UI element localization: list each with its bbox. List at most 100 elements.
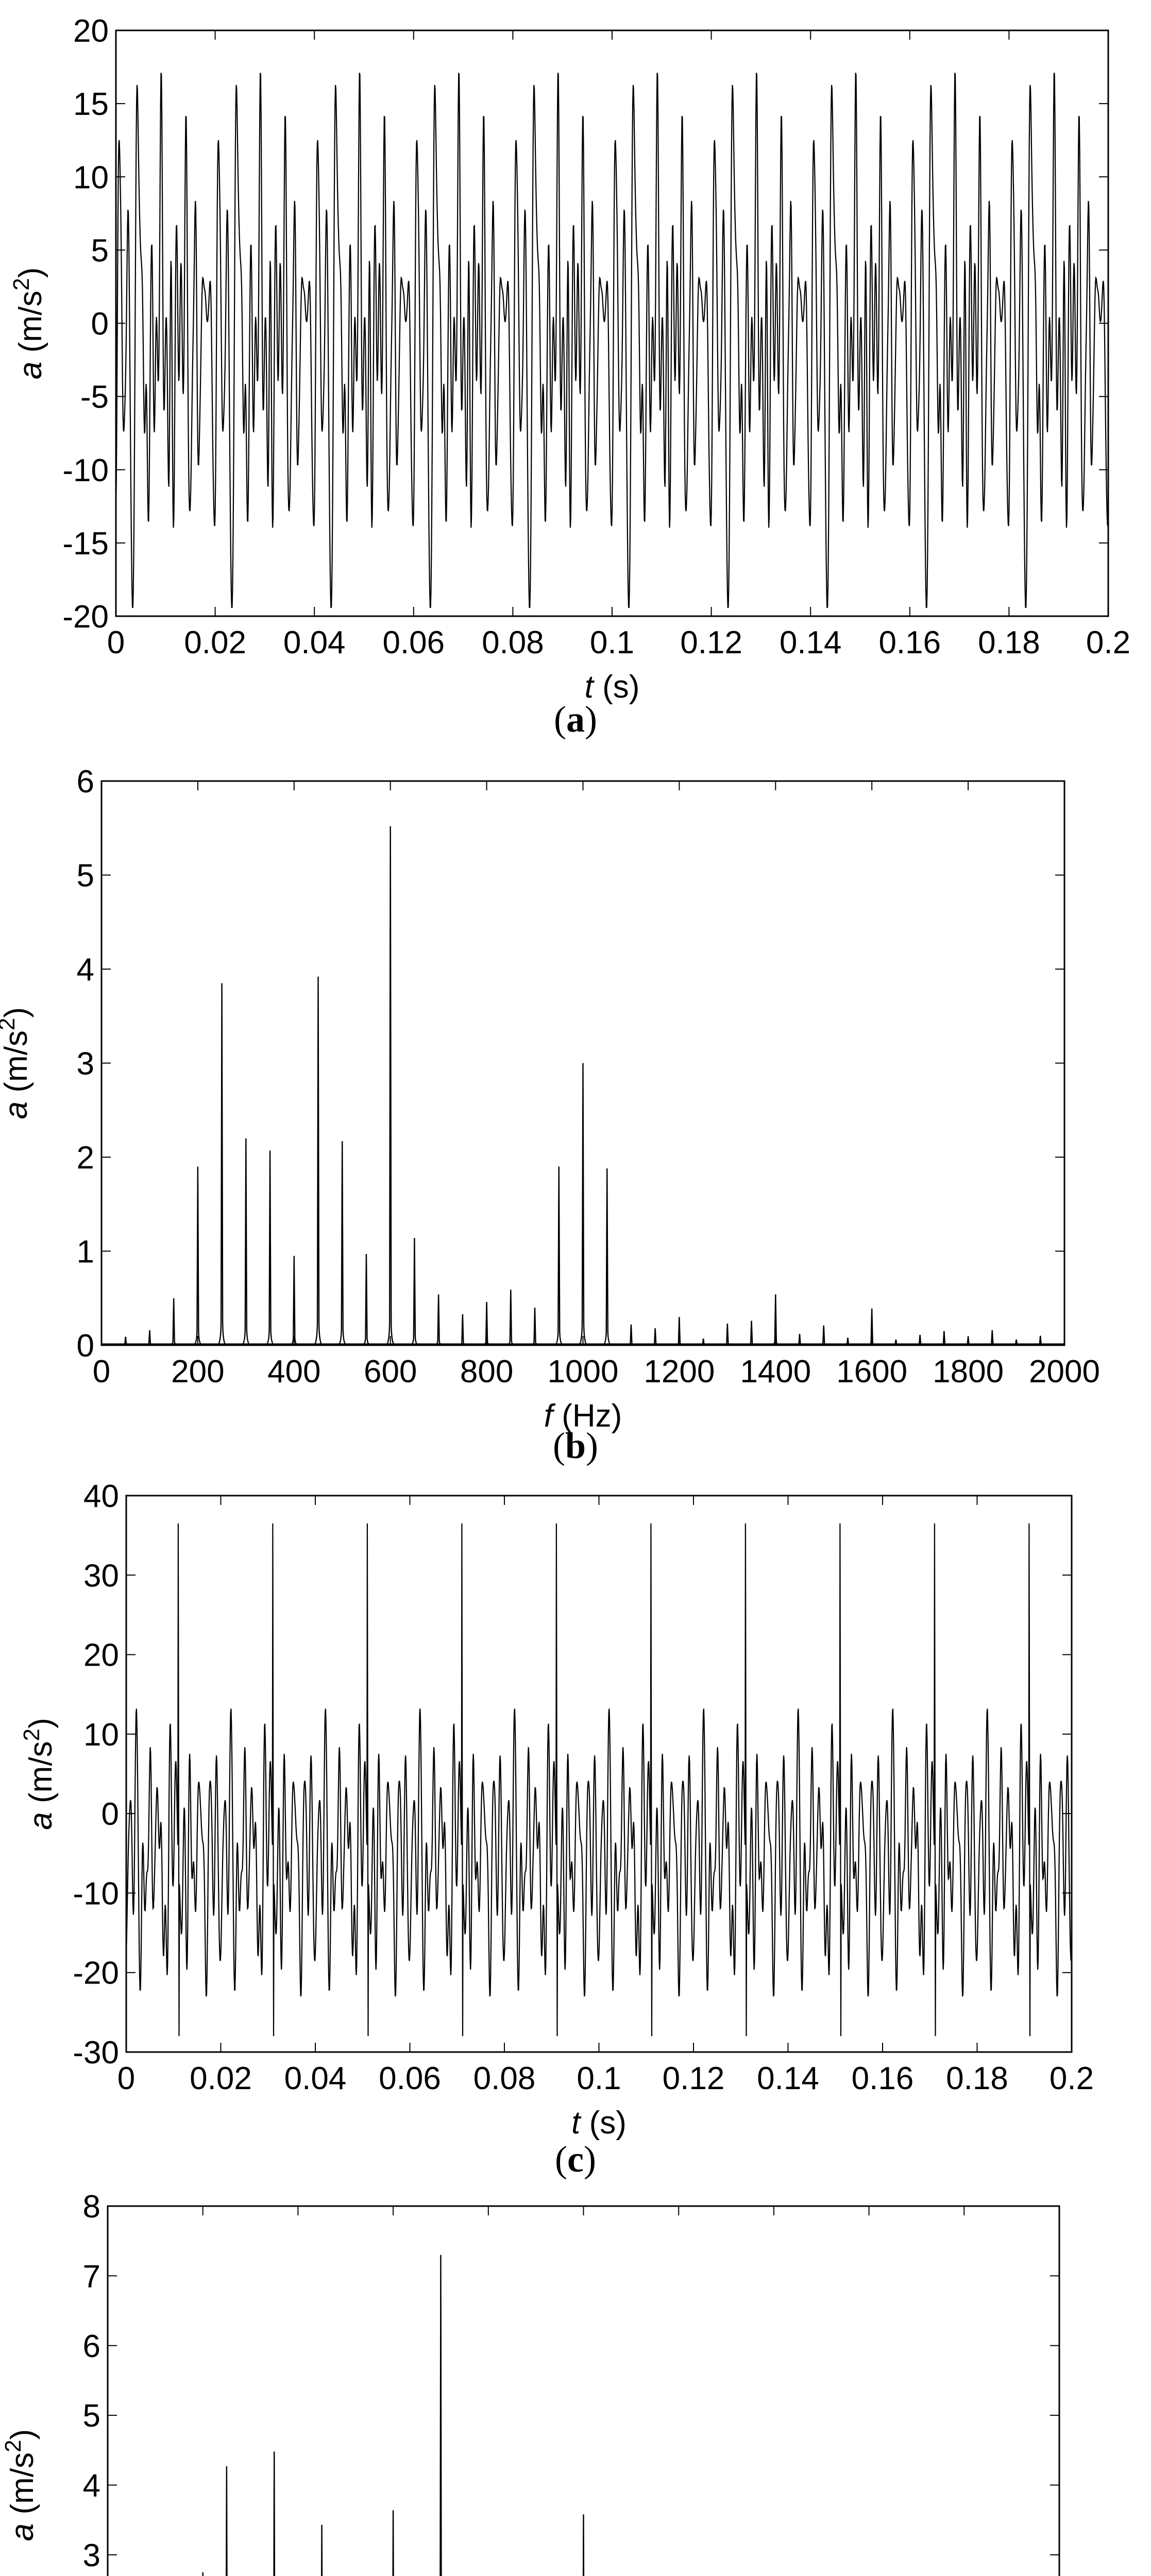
- chart-c-time-signal: 0 0.02 0.04 0.06 0.08 0.1 0.12 0.14 0.16 0.18 0.2 -…: [19, 1479, 1094, 2141]
- x-tick-label: 0.06: [382, 625, 445, 660]
- x-tick-label: 0.12: [663, 2061, 725, 2096]
- x-tick-label: 1600: [836, 1354, 907, 1389]
- y-tick-label: 6: [83, 2329, 100, 2364]
- signal-line: [125, 1523, 1073, 2037]
- x-tick-label: 0: [107, 625, 125, 660]
- y-tick-label: 5: [77, 858, 94, 894]
- spectral-peak: [939, 1331, 949, 1346]
- spectral-peak: [650, 1328, 660, 1346]
- y-tick-label: -5: [80, 380, 109, 415]
- x-tick-label: 400: [267, 1354, 320, 1389]
- y-tick-label: 10: [83, 1717, 119, 1753]
- x-tick-label: 0.06: [379, 2061, 441, 2096]
- y-tick-label: -30: [73, 2035, 119, 2071]
- spectral-peak: [747, 1320, 756, 1346]
- x-tick-label: 0.04: [284, 2061, 347, 2096]
- x-tick-label: 0.12: [680, 625, 742, 660]
- x-tick-label: 0.18: [978, 625, 1040, 660]
- y-tick-label: 20: [83, 1638, 119, 1673]
- y-tick-label: 8: [83, 2189, 100, 2225]
- spectral-peak: [843, 1337, 853, 1346]
- spectral-peak: [313, 976, 323, 1346]
- chart-b-spectrum: 0 200 400 600 800 1000 1200 1400 1600 1800 2000 0 1 2…: [0, 764, 1100, 1434]
- spectral-peak: [241, 1138, 251, 1346]
- x-tick-label: 0.14: [780, 625, 842, 660]
- panel-a: 0 0.02 0.04 0.06 0.08 0.1 0.12 0.14 0.16 0.18 0.2 -…: [0, 0, 1151, 721]
- y-tick-label: 4: [83, 2468, 100, 2504]
- x-tick-label: 0.14: [757, 2061, 819, 2096]
- y-tick-label: 7: [83, 2259, 100, 2294]
- x-tick-label: 0.02: [190, 2061, 252, 2096]
- spectral-peak: [392, 2510, 394, 2576]
- x-axis-label: t (s): [571, 2105, 627, 2141]
- caption-c: (c): [555, 2139, 596, 2180]
- axes: 0 0.02 0.04 0.06 0.08 0.1 0.12 0.14 0.16 0.18 0.2 -…: [9, 13, 1130, 705]
- spectral-peak: [626, 1324, 636, 1346]
- x-tick-label: 2000: [1029, 1354, 1100, 1389]
- y-tick-label: 20: [73, 13, 109, 49]
- panel-c: 0 0.02 0.04 0.06 0.08 0.1 0.12 0.14 0.16 0.18 0.2 -…: [19, 1479, 1094, 2141]
- y-tick-label: 4: [77, 952, 94, 988]
- x-tick-label: 0.18: [946, 2061, 1008, 2096]
- spectral-peak: [439, 2255, 442, 2576]
- spectral-peak: [699, 1338, 708, 1346]
- x-axis-label: t (s): [585, 669, 640, 705]
- x-tick-label: 0.2: [1050, 2061, 1094, 2096]
- spectral-peak: [145, 1330, 155, 1346]
- x-tick-label: 0.08: [482, 625, 544, 660]
- y-tick-label: -20: [73, 1956, 119, 1991]
- signal-line: [115, 73, 1109, 608]
- y-tick-label: 5: [91, 233, 109, 268]
- x-tick-label: 600: [364, 1354, 417, 1389]
- y-axis-label: a (m/s2): [1, 2429, 40, 2541]
- x-tick-label: 800: [460, 1354, 513, 1389]
- spectral-peak: [963, 1336, 973, 1346]
- y-tick-label: 40: [83, 1479, 119, 1514]
- x-tick-label: 0: [93, 1354, 110, 1389]
- y-tick-label: -10: [62, 453, 109, 488]
- spectral-peak: [582, 2514, 585, 2576]
- x-tick-label: 0.16: [878, 625, 941, 660]
- spectral-peak: [337, 1141, 347, 1346]
- y-tick-label: 30: [83, 1558, 119, 1594]
- y-tick-label: -10: [73, 1876, 119, 1911]
- x-tick-label: 0.04: [283, 625, 346, 660]
- x-tick-label: 1200: [644, 1354, 715, 1389]
- spectral-peak: [915, 1334, 925, 1346]
- y-tick-label: 10: [73, 160, 109, 195]
- caption-b: (b): [552, 1425, 598, 1466]
- spectral-peak: [321, 2524, 323, 2576]
- y-axis-label: a (m/s2): [9, 267, 48, 379]
- axes: 0200400600800100012001400160018002000012…: [1, 2189, 1060, 2576]
- x-tick-label: 1800: [933, 1354, 1004, 1389]
- y-tick-label: 0: [77, 1328, 94, 1364]
- spectral-peak: [722, 1323, 732, 1346]
- y-axis-label: a (m/s2): [0, 1007, 34, 1119]
- caption-a: (a): [554, 699, 597, 740]
- spectral-peak: [226, 2466, 228, 2576]
- x-tick-label: 200: [171, 1354, 224, 1389]
- x-tick-label: 0.02: [184, 625, 246, 660]
- y-tick-label: 5: [83, 2398, 100, 2434]
- spectrum-peaks: [101, 826, 1064, 1346]
- y-tick-label: 0: [101, 1797, 119, 1832]
- y-tick-label: -20: [62, 599, 109, 635]
- x-tick-label: 0.16: [852, 2061, 914, 2096]
- spectral-peak: [1011, 1339, 1021, 1346]
- spectral-peak: [987, 1330, 997, 1346]
- x-tick-label: 0.1: [577, 2061, 621, 2096]
- y-tick-label: 3: [83, 2538, 100, 2573]
- y-tick-label: 3: [77, 1046, 94, 1082]
- y-tick-label: 15: [73, 87, 109, 122]
- y-tick-label: 1: [77, 1234, 94, 1270]
- spectral-peak: [795, 1334, 805, 1346]
- x-tick-label: 1400: [740, 1354, 811, 1389]
- y-tick-label: -15: [62, 526, 109, 562]
- spectrum-peaks: [202, 2255, 585, 2576]
- x-tick-label: 0: [117, 2061, 135, 2096]
- spectral-peak: [121, 1336, 130, 1346]
- y-axis-label: a (m/s2): [19, 1718, 59, 1829]
- y-tick-label: 2: [77, 1140, 94, 1176]
